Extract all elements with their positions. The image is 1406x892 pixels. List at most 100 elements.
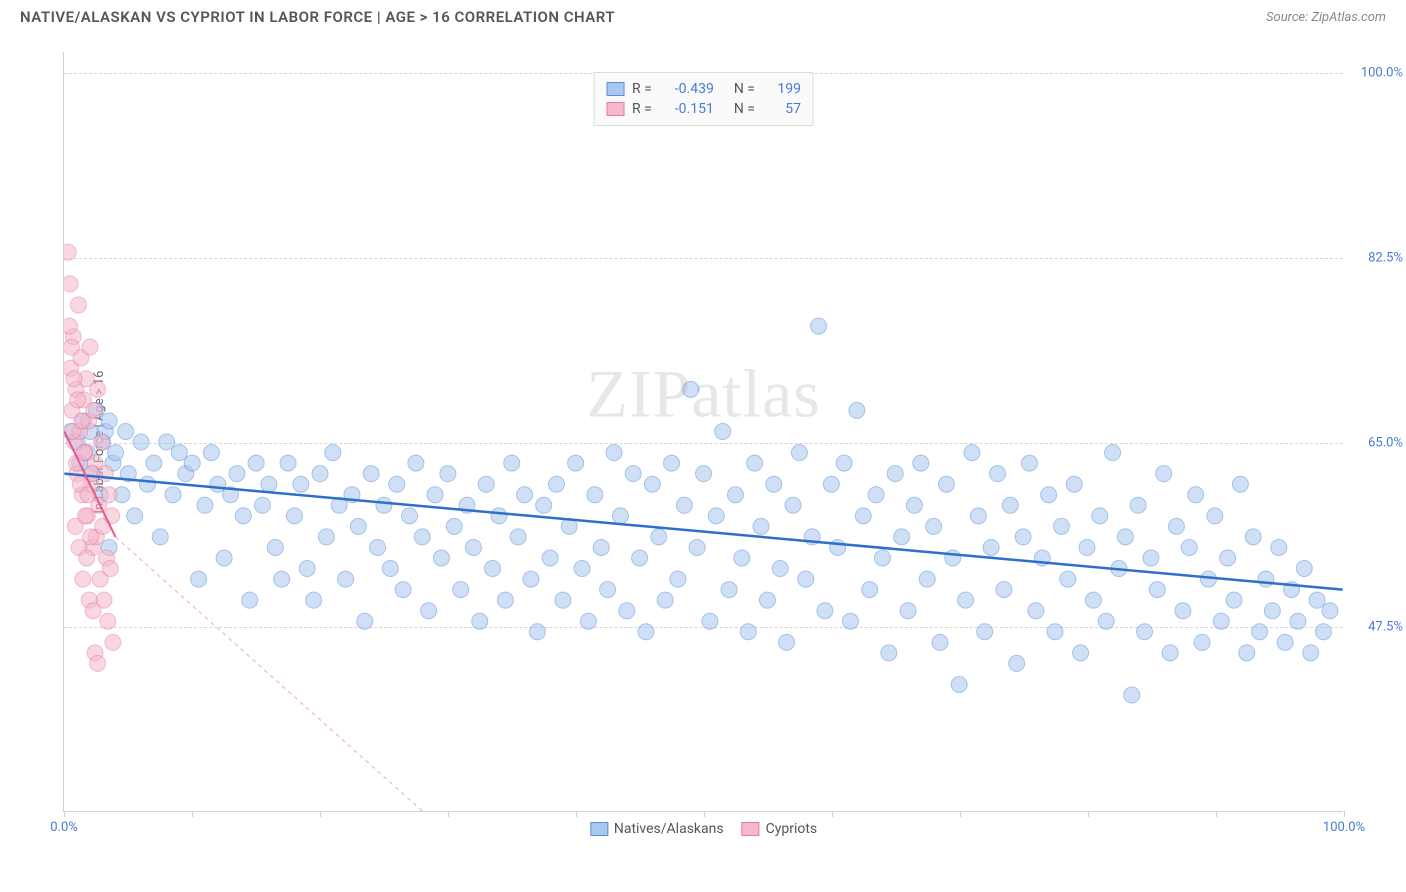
data-point: [338, 571, 354, 587]
data-point: [1156, 466, 1172, 482]
data-point: [235, 508, 251, 524]
data-point: [881, 645, 897, 661]
xtick: [192, 811, 193, 817]
data-point: [689, 539, 705, 555]
data-point: [1207, 508, 1223, 524]
data-point: [1143, 550, 1159, 566]
xtick: [1344, 811, 1345, 817]
data-point: [747, 455, 763, 471]
data-point: [248, 455, 264, 471]
data-point: [517, 487, 533, 503]
data-point: [798, 571, 814, 587]
data-point: [350, 518, 366, 534]
data-point: [1124, 687, 1140, 703]
data-point: [107, 445, 123, 461]
data-point: [830, 539, 846, 555]
legend-item: Natives/Alaskans: [590, 821, 724, 837]
data-point: [274, 571, 290, 587]
data-point: [683, 381, 699, 397]
data-point: [1162, 645, 1178, 661]
data-point: [159, 434, 175, 450]
legend-swatch: [606, 82, 624, 96]
data-point: [102, 561, 118, 577]
data-point: [229, 466, 245, 482]
xtick: [1088, 811, 1089, 817]
data-point: [1213, 613, 1229, 629]
xtick: [448, 811, 449, 817]
data-point: [951, 677, 967, 693]
data-point: [555, 592, 571, 608]
data-point: [66, 371, 82, 387]
data-point: [1239, 645, 1255, 661]
ytick-label: 47.5%: [1368, 620, 1403, 635]
data-point: [85, 603, 101, 619]
data-point: [919, 571, 935, 587]
data-point: [708, 508, 724, 524]
data-point: [440, 466, 456, 482]
data-point: [612, 508, 628, 524]
xtick: [704, 811, 705, 817]
data-point: [542, 550, 558, 566]
data-point: [651, 529, 667, 545]
data-point: [370, 539, 386, 555]
data-point: [727, 487, 743, 503]
data-point: [64, 276, 78, 292]
data-point: [1181, 539, 1197, 555]
data-point: [600, 582, 616, 598]
data-point: [427, 487, 443, 503]
data-point: [510, 529, 526, 545]
data-point: [587, 487, 603, 503]
data-point: [64, 318, 77, 334]
data-point: [849, 402, 865, 418]
data-point: [203, 445, 219, 461]
data-point: [625, 466, 641, 482]
scatter-plot: [64, 52, 1343, 811]
data-point: [606, 445, 622, 461]
data-point: [421, 603, 437, 619]
xtick: [576, 811, 577, 817]
legend-n-value: 199: [767, 81, 801, 97]
data-point: [446, 518, 462, 534]
legend-r-value: -0.151: [664, 101, 714, 117]
stats-legend: R = -0.439 N = 199 R = -0.151 N = 57: [593, 72, 814, 126]
data-point: [79, 550, 95, 566]
data-point: [100, 613, 116, 629]
legend-row: R = -0.151 N = 57: [606, 99, 801, 119]
data-point: [874, 550, 890, 566]
data-point: [638, 624, 654, 640]
data-point: [740, 624, 756, 640]
data-point: [491, 508, 507, 524]
data-point: [759, 592, 775, 608]
data-point: [497, 592, 513, 608]
data-point: [84, 466, 100, 482]
data-point: [118, 424, 134, 440]
data-point: [1066, 476, 1082, 492]
ytick-label: 65.0%: [1368, 435, 1403, 450]
data-point: [753, 518, 769, 534]
data-point: [254, 497, 270, 513]
ytick-label: 82.5%: [1368, 250, 1403, 265]
data-point: [977, 624, 993, 640]
data-point: [401, 508, 417, 524]
data-point: [1220, 550, 1236, 566]
data-point: [1149, 582, 1165, 598]
data-point: [657, 592, 673, 608]
data-point: [64, 339, 79, 355]
data-point: [772, 561, 788, 577]
ytick-label: 100.0%: [1361, 66, 1403, 81]
data-point: [133, 434, 149, 450]
data-point: [983, 539, 999, 555]
data-point: [734, 550, 750, 566]
data-point: [843, 613, 859, 629]
data-point: [670, 571, 686, 587]
data-point: [408, 455, 424, 471]
data-point: [868, 487, 884, 503]
data-point: [210, 476, 226, 492]
data-point: [1130, 497, 1146, 513]
chart-title: NATIVE/ALASKAN VS CYPRIOT IN LABOR FORCE…: [20, 8, 615, 26]
data-point: [664, 455, 680, 471]
data-point: [478, 476, 494, 492]
data-point: [1092, 508, 1108, 524]
data-point: [932, 634, 948, 650]
data-point: [1258, 571, 1274, 587]
